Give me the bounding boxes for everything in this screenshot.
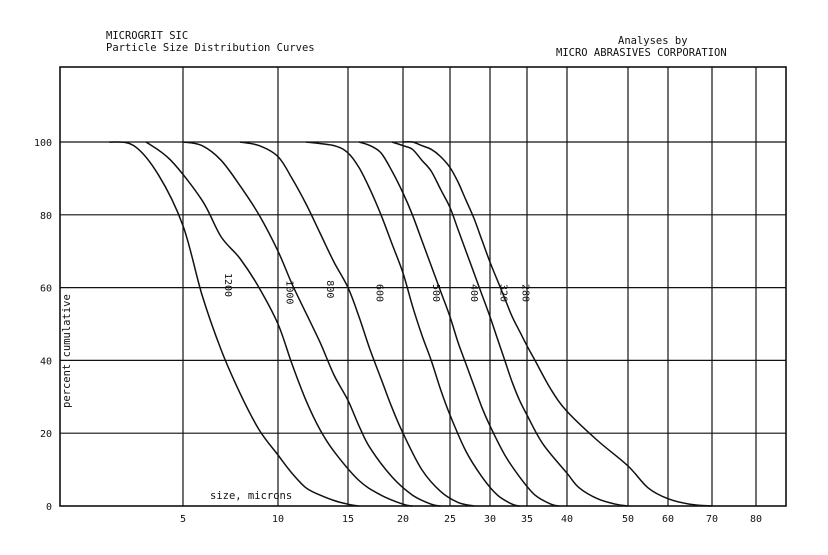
curve-800 [182,141,441,507]
curve-labels: 1200 1000 800 600 500 400 320 280 [222,273,531,304]
curve-400 [358,141,560,507]
curve-320 [391,141,629,507]
x-tick-label: 10 [272,514,284,525]
source-line-1: Analyses by [618,35,688,47]
y-tick-label: 20 [40,429,52,440]
y-axis-label: percent cumulative [61,294,73,408]
x-tick-label: 80 [750,514,762,525]
curve-label-1000: 1000 [283,280,294,304]
curve-label-400: 400 [468,284,479,302]
curve-280 [402,140,713,507]
x-tick-label: 5 [180,514,186,525]
x-tick-label: 60 [662,514,674,525]
curve-1200 [109,141,360,507]
x-tick-label: 20 [397,514,409,525]
plot-frame [59,66,787,507]
x-tick-label: 35 [521,514,533,525]
y-tick-label: 0 [46,502,52,513]
source-line-2: MICRO ABRASIVES CORPORATION [556,47,727,59]
curve-500 [305,141,520,507]
distribution-curves [109,140,713,507]
curve-label-320: 320 [497,284,508,302]
chart-title-line-2: Particle Size Distribution Curves [106,42,315,54]
x-tick-label: 25 [444,514,456,525]
chart-title-line-1: MICROGRIT SIC [106,30,189,42]
curve-label-280: 280 [520,284,531,302]
x-axis-label: size, microns [210,490,292,502]
curve-600 [239,141,475,507]
x-tick-label: 70 [706,514,718,525]
chart-grid [59,66,787,507]
y-tick-label: 100 [34,138,52,149]
x-tick-label: 15 [342,514,354,525]
curve-label-500: 500 [430,284,441,302]
curve-1000 [145,141,413,507]
y-tick-label: 40 [40,356,52,367]
x-tick-label: 30 [484,514,496,525]
curve-label-1200: 1200 [222,273,233,297]
x-tick-label: 50 [622,514,634,525]
x-tick-label: 40 [561,514,573,525]
curve-label-600: 600 [374,284,385,302]
y-tick-label: 60 [40,284,52,295]
curve-label-800: 800 [324,280,335,298]
y-tick-label: 80 [40,211,52,222]
